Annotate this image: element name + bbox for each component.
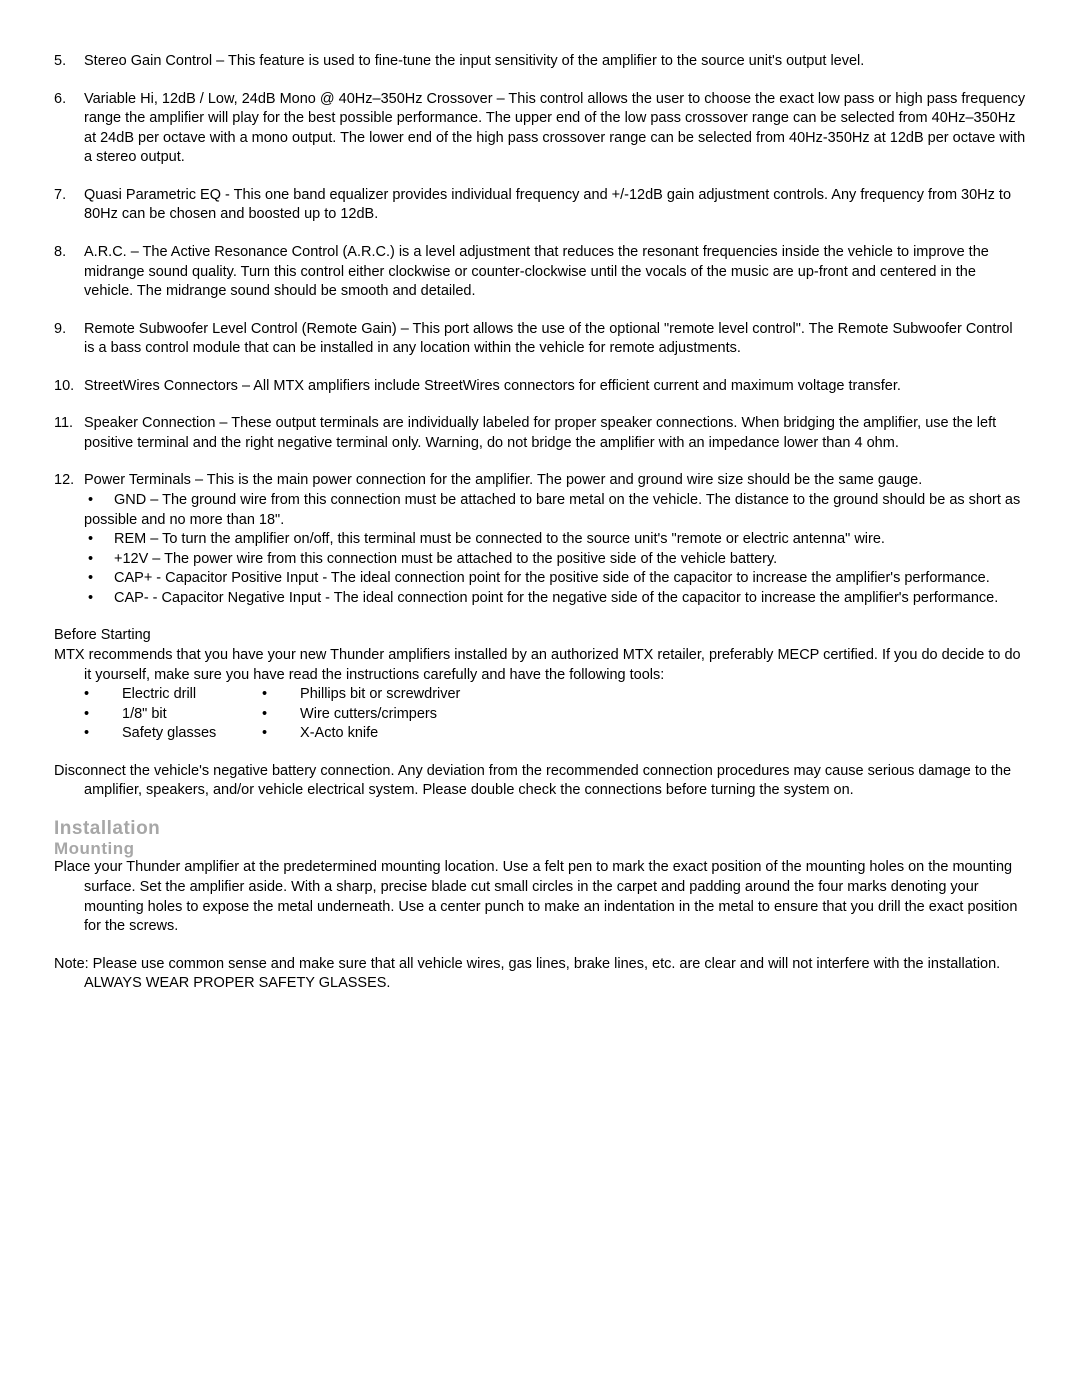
tool-col1: •Safety glasses (84, 724, 258, 744)
sub-bullet-text: CAP- - Capacitor Negative Input - The id… (114, 590, 998, 606)
tool-b: X-Acto knife (300, 725, 378, 741)
list-item: 7. Quasi Parametric EQ - This one band e… (54, 186, 1026, 225)
tool-col1: •1/8" bit (84, 705, 258, 725)
item-number: 6. (54, 90, 84, 168)
item-number: 7. (54, 186, 84, 225)
mounting-heading: Mounting (54, 840, 1026, 859)
list-item: 8. A.R.C. – The Active Resonance Control… (54, 243, 1026, 302)
sub-bullet-list: •GND – The ground wire from this connect… (84, 491, 1026, 608)
list-item: 9. Remote Subwoofer Level Control (Remot… (54, 320, 1026, 359)
tool-b: Phillips bit or screwdriver (300, 686, 460, 702)
sub-bullet: •REM – To turn the amplifier on/off, thi… (84, 530, 1026, 550)
item-body: Power Terminals – This is the main power… (84, 471, 1026, 608)
installation-section: Installation Mounting Place your Thunder… (54, 819, 1026, 994)
sub-bullet-text: GND – The ground wire from this connecti… (84, 492, 1020, 528)
tool-col2: •Phillips bit or screwdriver (262, 685, 460, 705)
tool-a: 1/8" bit (122, 706, 167, 722)
bullet-dot-icon: • (84, 569, 114, 589)
tool-b: Wire cutters/crimpers (300, 706, 437, 722)
list-item: 10. StreetWires Connectors – All MTX amp… (54, 377, 1026, 397)
item-number: 9. (54, 320, 84, 359)
tool-col2: •X-Acto knife (262, 724, 378, 744)
sub-bullet: •CAP- - Capacitor Negative Input - The i… (84, 589, 1026, 609)
item-text: StreetWires Connectors – All MTX amplifi… (84, 377, 1026, 397)
sub-bullet: •+12V – The power wire from this connect… (84, 550, 1026, 570)
item-intro: Power Terminals – This is the main power… (84, 472, 922, 488)
sub-bullet-text: REM – To turn the amplifier on/off, this… (114, 531, 885, 547)
sub-bullet-text: +12V – The power wire from this connecti… (114, 551, 777, 567)
tool-col1: •Electric drill (84, 685, 258, 705)
bullet-dot-icon: • (262, 685, 300, 705)
safety-note: Note: Please use common sense and make s… (54, 955, 1026, 994)
item-text: A.R.C. – The Active Resonance Control (A… (84, 243, 1026, 302)
item-number: 11. (54, 414, 84, 453)
before-starting-body: MTX recommends that you have your new Th… (54, 646, 1026, 744)
tool-row: •Electric drill •Phillips bit or screwdr… (54, 685, 1026, 705)
item-number: 8. (54, 243, 84, 302)
list-item: 5. Stereo Gain Control – This feature is… (54, 52, 1026, 72)
bullet-dot-icon: • (84, 685, 122, 705)
item-number: 12. (54, 471, 84, 608)
item-text: Quasi Parametric EQ - This one band equa… (84, 186, 1026, 225)
before-starting-lead: MTX recommends that you have your new Th… (54, 646, 1026, 685)
bullet-dot-icon: • (84, 705, 122, 725)
before-starting-title: Before Starting (54, 626, 1026, 646)
disconnect-note: Disconnect the vehicle's negative batter… (54, 762, 1026, 801)
tool-row: •1/8" bit •Wire cutters/crimpers (54, 705, 1026, 725)
bullet-dot-icon: • (84, 724, 122, 744)
list-item: 11. Speaker Connection – These output te… (54, 414, 1026, 453)
item-text: Speaker Connection – These output termin… (84, 414, 1026, 453)
tool-a: Electric drill (122, 686, 196, 702)
bullet-dot-icon: • (262, 705, 300, 725)
sub-bullet: •GND – The ground wire from this connect… (84, 491, 1026, 530)
bullet-dot-icon: • (84, 550, 114, 570)
bullet-dot-icon: • (84, 491, 114, 511)
bullet-dot-icon: • (84, 589, 114, 609)
item-number: 5. (54, 52, 84, 72)
list-item: 12. Power Terminals – This is the main p… (54, 471, 1026, 608)
feature-list: 5. Stereo Gain Control – This feature is… (54, 52, 1026, 608)
bullet-dot-icon: • (262, 724, 300, 744)
bullet-dot-icon: • (84, 530, 114, 550)
before-starting-section: Before Starting MTX recommends that you … (54, 626, 1026, 801)
installation-heading: Installation (54, 819, 1026, 840)
mounting-body: Place your Thunder amplifier at the pred… (54, 858, 1026, 936)
sub-bullet-text: CAP+ - Capacitor Positive Input - The id… (114, 570, 990, 586)
tool-row: •Safety glasses •X-Acto knife (54, 724, 1026, 744)
item-text: Variable Hi, 12dB / Low, 24dB Mono @ 40H… (84, 90, 1026, 168)
tool-col2: •Wire cutters/crimpers (262, 705, 437, 725)
tool-a: Safety glasses (122, 725, 216, 741)
item-number: 10. (54, 377, 84, 397)
item-text: Stereo Gain Control – This feature is us… (84, 52, 1026, 72)
list-item: 6. Variable Hi, 12dB / Low, 24dB Mono @ … (54, 90, 1026, 168)
item-text: Remote Subwoofer Level Control (Remote G… (84, 320, 1026, 359)
sub-bullet: •CAP+ - Capacitor Positive Input - The i… (84, 569, 1026, 589)
